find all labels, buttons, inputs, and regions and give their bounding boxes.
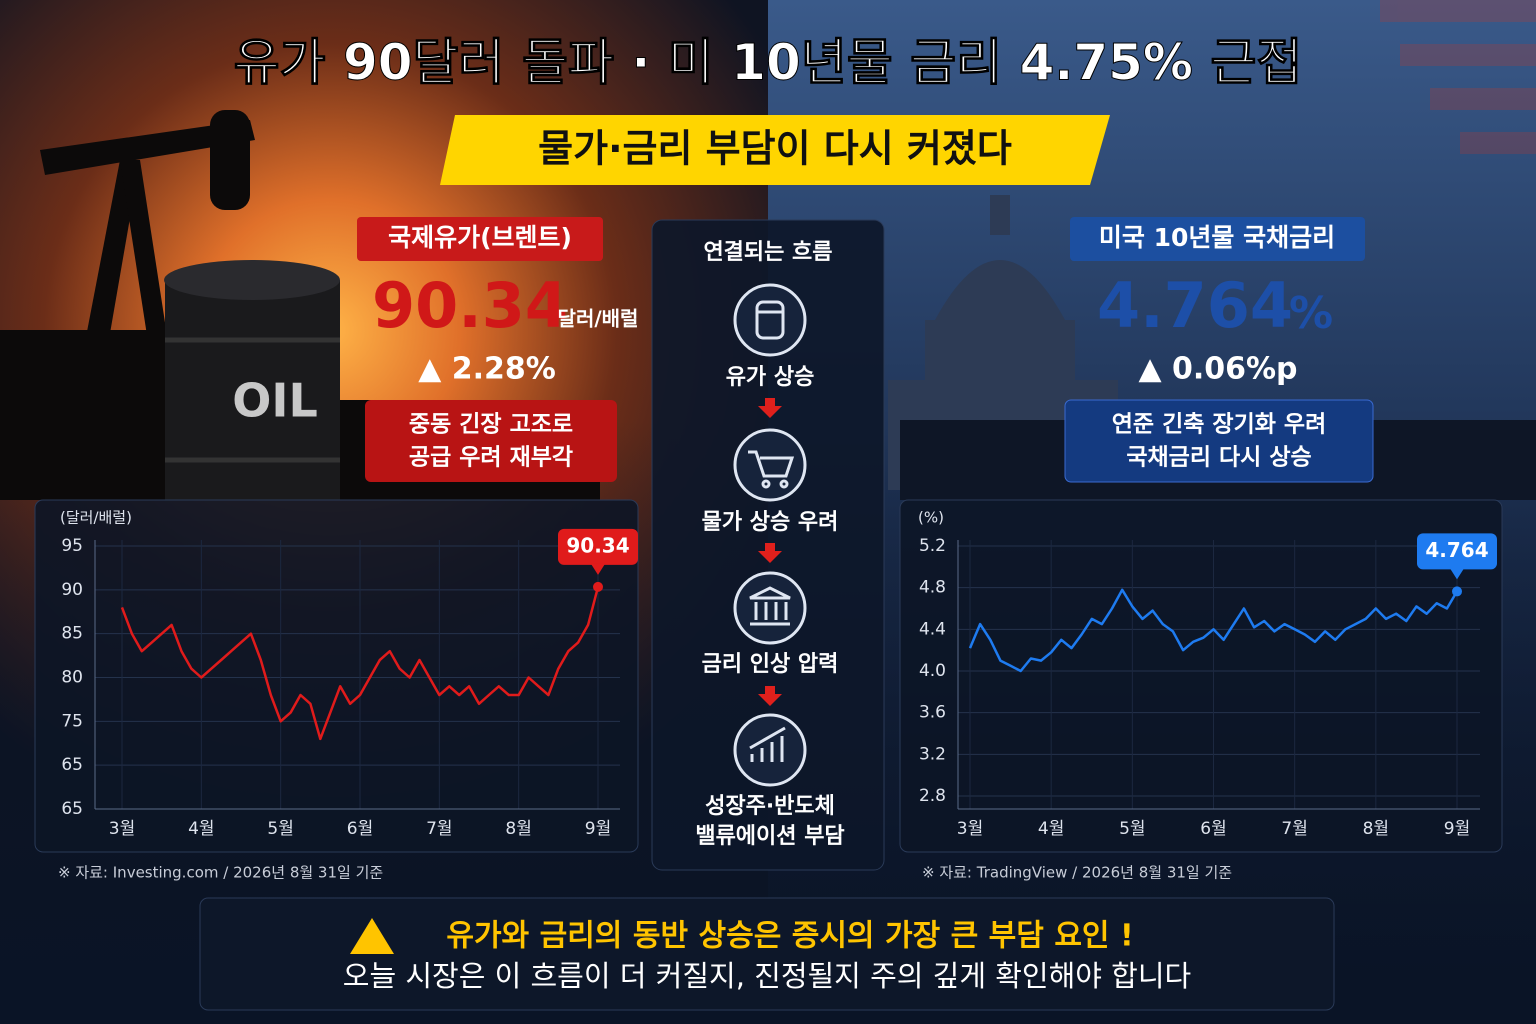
oil-label-box (357, 217, 603, 261)
x-tick-label: 8월 (505, 819, 531, 839)
value-label-pointer (1450, 568, 1464, 580)
title: 유가 90달러 돌파 · 미 10년물 금리 4.75% 근접 (234, 34, 1303, 92)
oil-change: ▲ 2.28% (418, 352, 556, 387)
y-tick-label: 2.8 (919, 786, 946, 806)
flow-step: 금리 인상 압력 (702, 652, 839, 677)
x-tick-label: 5월 (267, 819, 293, 839)
source: ※ 자료: TradingView / 2026년 8월 31일 기준 (922, 864, 1232, 882)
y-tick-label: 65 (61, 799, 83, 819)
subtitle: 물가·금리 부담이 다시 커졌다 (538, 127, 1012, 171)
rate-label: 미국 10년물 국채금리 (1099, 223, 1335, 252)
line (120, 586, 600, 741)
x-tick-label: 8월 (1363, 819, 1389, 839)
y-tick-label: 5.2 (919, 536, 946, 556)
footer-warning: 유가와 금리의 동반 상승은 증시의 가장 큰 부담 요인 ! (446, 919, 1133, 954)
y-axis-label: (%) (918, 509, 944, 527)
x-tick-label: 6월 (347, 819, 373, 839)
flow-step: 유가 상승 (726, 365, 815, 390)
footer-message: 오늘 시장은 이 흐름이 더 커질지, 진정될지 주의 깊게 확인해야 합니다 (343, 959, 1191, 993)
oil-unit: 달러/배럴 (558, 307, 639, 331)
x-tick-label: 7월 (1281, 819, 1307, 839)
rate-value: 4.764 (1097, 269, 1293, 342)
x-tick-label: 9월 (1444, 819, 1470, 839)
value-label-box (1417, 533, 1497, 570)
flow-icons (733, 283, 807, 787)
oil-note: 중동 긴장 고조로 (409, 412, 573, 438)
y-tick-label: 75 (61, 711, 83, 731)
rate-unit: % (1289, 288, 1333, 339)
y-tick-label: 90 (61, 580, 83, 600)
end-point (1452, 586, 1462, 597)
y-tick-label: 80 (61, 668, 83, 688)
value-label: 4.764 (1425, 538, 1488, 562)
rate-note: 연준 긴축 장기화 우려 (1112, 412, 1326, 438)
warning-icon (350, 918, 394, 954)
oil-note: 공급 우려 재부각 (409, 445, 573, 471)
x-tick-label: 3월 (109, 819, 135, 839)
x-tick-label: 4월 (188, 819, 214, 839)
flow-step: 밸류에이션 부담 (695, 824, 844, 849)
rate-note: 국채금리 다시 상승 (1126, 445, 1311, 471)
end-point (593, 581, 603, 592)
x-tick-label: 9월 (585, 819, 611, 839)
x-tick-label: 7월 (426, 819, 452, 839)
y-axis-label: (달러/배럴) (60, 509, 132, 527)
x-tick-label: 5월 (1119, 819, 1145, 839)
oil-note-box (365, 400, 617, 482)
y-tick-label: 85 (61, 624, 83, 644)
value-label-box (558, 528, 638, 565)
y-tick-label: 65 (61, 755, 83, 775)
y-tick-label: 4.4 (919, 619, 946, 639)
rate-note-box (1064, 399, 1374, 483)
barrel-label: OIL (232, 374, 318, 428)
flow-title: 연결되는 흐름 (703, 240, 832, 265)
value-label-pointer (591, 563, 605, 575)
chart-panel (34, 499, 639, 853)
value-label: 90.34 (566, 533, 629, 557)
x-tick-label: 4월 (1038, 819, 1064, 839)
y-tick-label: 3.2 (919, 744, 946, 764)
flow-step: 성장주·반도체 (705, 794, 835, 819)
flow-step: 물가 상승 우려 (702, 510, 839, 535)
oil-value: 90.34 (372, 269, 568, 342)
subtitle-banner (440, 115, 1110, 185)
y-tick-label: 4.0 (919, 661, 946, 681)
line (968, 588, 1459, 673)
flow-arrows (758, 398, 782, 706)
footer-box (199, 897, 1335, 1011)
y-tick-label: 4.8 (919, 578, 946, 598)
y-tick-label: 95 (61, 536, 83, 556)
x-tick-label: 6월 (1200, 819, 1226, 839)
y-tick-label: 3.6 (919, 703, 946, 723)
chart-panel (899, 499, 1503, 853)
oil-label: 국제유가(브렌트) (388, 223, 572, 252)
barrel: OIL (164, 260, 340, 500)
flag (1380, 0, 1536, 154)
source: ※ 자료: Investing.com / 2026년 8월 31일 기준 (58, 864, 383, 882)
rate-change: ▲ 0.06%p (1138, 352, 1297, 387)
rate-label-box (1070, 217, 1365, 261)
x-tick-label: 3월 (957, 819, 983, 839)
